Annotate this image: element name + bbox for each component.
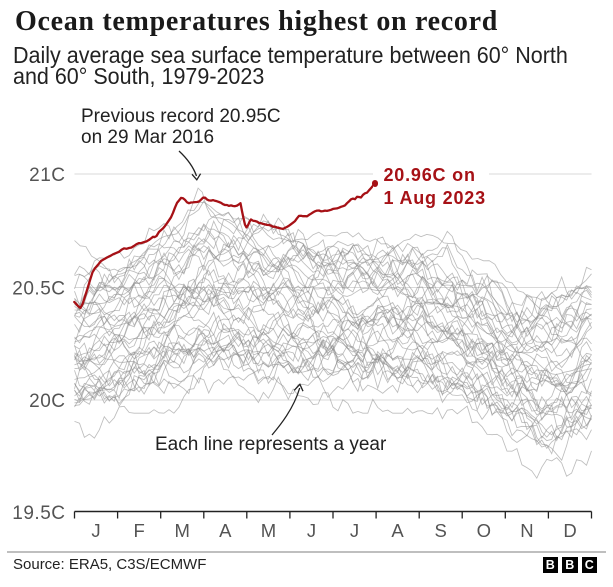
svg-text:M: M (174, 520, 189, 541)
svg-text:20C: 20C (29, 391, 65, 412)
svg-text:A: A (391, 520, 404, 541)
svg-text:19.5C: 19.5C (12, 503, 65, 524)
svg-text:F: F (133, 520, 144, 541)
svg-text:S: S (435, 520, 447, 541)
svg-text:N: N (520, 520, 533, 541)
svg-text:J: J (307, 520, 316, 541)
svg-text:20.5C: 20.5C (12, 278, 65, 299)
svg-text:J: J (91, 520, 100, 541)
svg-text:M: M (261, 520, 276, 541)
svg-text:21C: 21C (29, 165, 65, 186)
svg-text:D: D (563, 520, 576, 541)
svg-text:A: A (219, 520, 232, 541)
svg-text:J: J (350, 520, 359, 541)
svg-text:O: O (477, 520, 491, 541)
